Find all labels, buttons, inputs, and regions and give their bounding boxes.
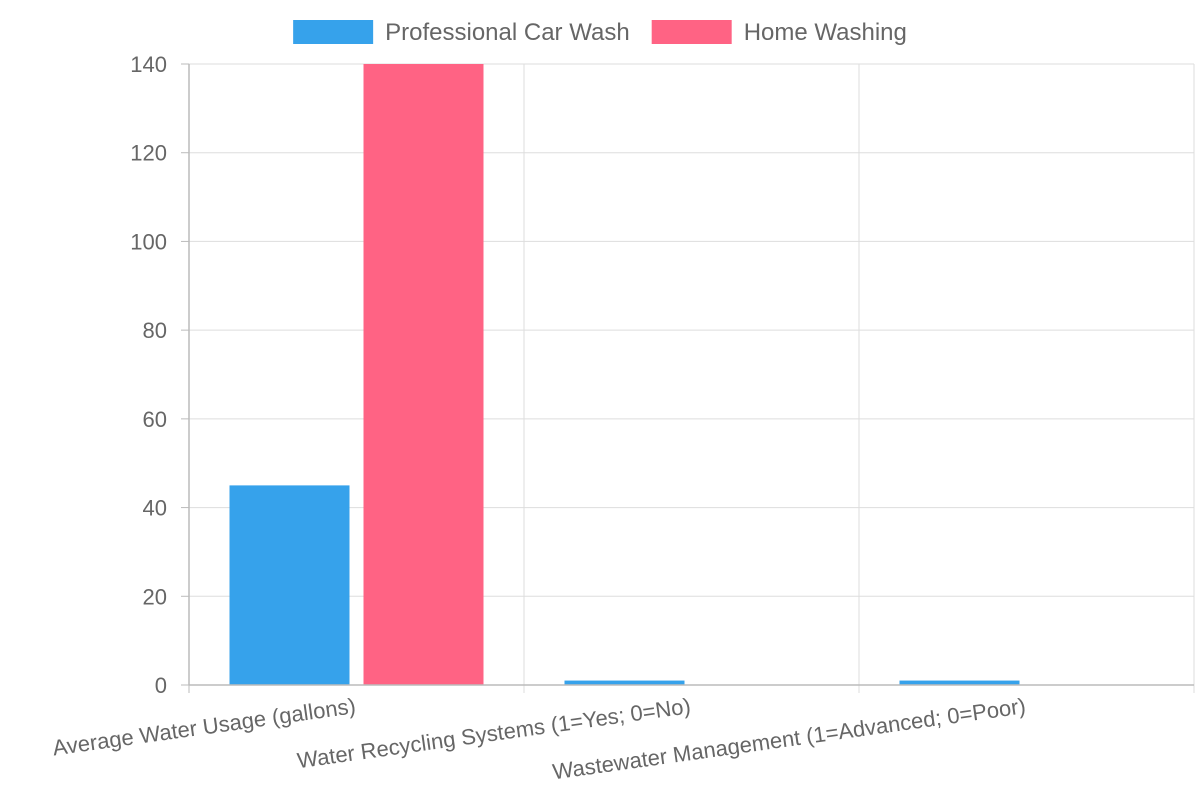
y-tick-label: 40 — [143, 496, 167, 521]
legend-label: Professional Car Wash — [385, 19, 630, 46]
y-tick-label: 120 — [130, 141, 167, 166]
y-tick-label: 140 — [130, 52, 167, 77]
bars — [229, 64, 1020, 685]
y-tick-label: 20 — [143, 584, 167, 609]
axes — [181, 63, 1194, 686]
legend-label: Home Washing — [744, 19, 907, 46]
legend-swatch — [651, 20, 732, 44]
y-tick-label: 80 — [143, 318, 167, 343]
y-tick-label: 60 — [143, 407, 167, 432]
y-axis-tick-labels: 0 20 40 60 80 100 120 140 — [130, 52, 167, 698]
legend-swatch — [293, 20, 374, 44]
y-tick-label: 0 — [155, 673, 167, 698]
bar-0-2 — [899, 680, 1020, 685]
bar-1-0 — [363, 64, 484, 685]
bar-0-1 — [564, 680, 685, 685]
legend: Professional Car Wash Home Washing — [293, 19, 907, 46]
grid — [188, 63, 1195, 693]
legend-item[interactable]: Home Washing — [651, 19, 907, 46]
x-axis-category-labels: Average Water Usage (gallons)Water Recyc… — [51, 693, 1027, 784]
legend-item[interactable]: Professional Car Wash — [293, 19, 630, 46]
y-tick-label: 100 — [130, 229, 167, 254]
bar-0-0 — [229, 485, 350, 685]
